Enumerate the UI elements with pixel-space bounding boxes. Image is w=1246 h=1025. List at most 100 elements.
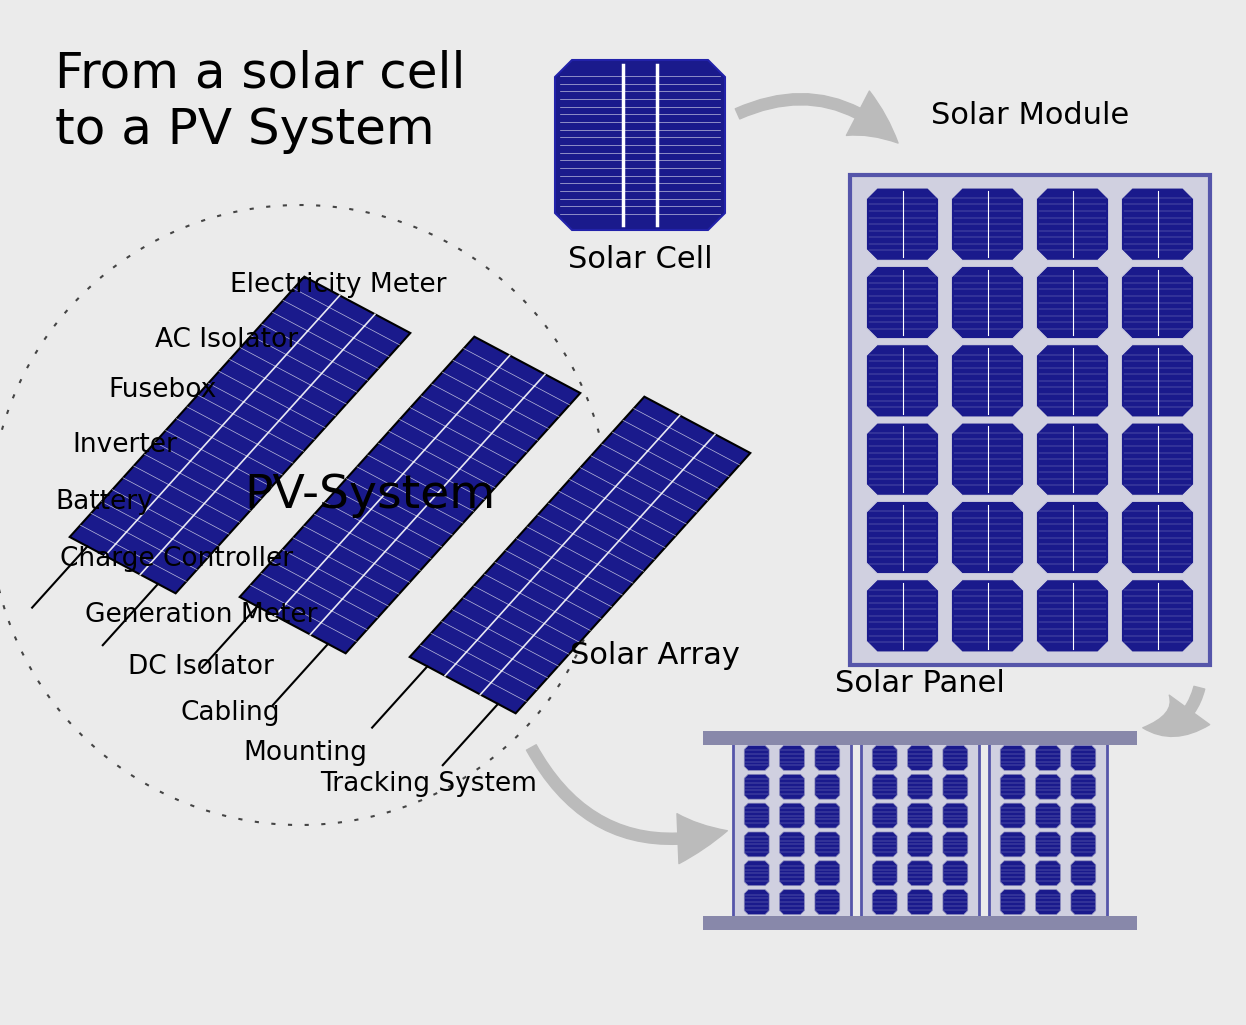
Polygon shape <box>1001 774 1025 800</box>
Polygon shape <box>907 890 932 914</box>
Polygon shape <box>1035 861 1060 886</box>
Polygon shape <box>907 774 932 800</box>
Polygon shape <box>1037 423 1109 495</box>
Polygon shape <box>872 774 897 800</box>
Polygon shape <box>872 745 897 771</box>
Polygon shape <box>780 774 805 800</box>
Polygon shape <box>744 890 769 914</box>
Polygon shape <box>780 745 805 771</box>
Polygon shape <box>410 397 750 713</box>
Text: AC Isolator: AC Isolator <box>155 327 298 353</box>
Text: Solar Panel: Solar Panel <box>835 668 1006 697</box>
Polygon shape <box>907 861 932 886</box>
Polygon shape <box>1037 344 1109 417</box>
Polygon shape <box>1121 188 1194 260</box>
Polygon shape <box>1037 580 1109 652</box>
Text: Fusebox: Fusebox <box>108 377 217 403</box>
Text: Generation Meter: Generation Meter <box>85 602 318 628</box>
Polygon shape <box>815 774 840 800</box>
Polygon shape <box>1001 745 1025 771</box>
Polygon shape <box>1070 745 1095 771</box>
Polygon shape <box>1035 890 1060 914</box>
Polygon shape <box>952 188 1024 260</box>
Polygon shape <box>1121 501 1194 574</box>
Polygon shape <box>1001 890 1025 914</box>
Bar <box>733 738 851 922</box>
Text: Solar Cell: Solar Cell <box>568 245 713 274</box>
Polygon shape <box>943 745 968 771</box>
Polygon shape <box>866 501 938 574</box>
Text: Charge Controller: Charge Controller <box>60 546 293 572</box>
Polygon shape <box>866 188 938 260</box>
FancyArrowPatch shape <box>1143 687 1210 736</box>
Polygon shape <box>952 580 1024 652</box>
Polygon shape <box>744 861 769 886</box>
Text: Electricity Meter: Electricity Meter <box>231 272 446 298</box>
Polygon shape <box>1035 804 1060 828</box>
Polygon shape <box>952 501 1024 574</box>
Text: Solar Array: Solar Array <box>569 641 740 669</box>
Polygon shape <box>1037 501 1109 574</box>
Polygon shape <box>943 890 968 914</box>
Polygon shape <box>780 861 805 886</box>
Text: Inverter: Inverter <box>72 432 177 458</box>
Polygon shape <box>744 832 769 857</box>
Bar <box>861 738 979 922</box>
Polygon shape <box>952 344 1024 417</box>
Text: PV-System: PV-System <box>244 473 496 518</box>
Polygon shape <box>1035 745 1060 771</box>
Polygon shape <box>1037 266 1109 338</box>
Bar <box>989 738 1106 922</box>
Polygon shape <box>952 266 1024 338</box>
Polygon shape <box>1035 774 1060 800</box>
Polygon shape <box>943 861 968 886</box>
Bar <box>703 915 1138 930</box>
Polygon shape <box>780 890 805 914</box>
Text: DC Isolator: DC Isolator <box>128 654 274 680</box>
Text: Battery: Battery <box>55 489 153 515</box>
Polygon shape <box>1121 266 1194 338</box>
Polygon shape <box>1070 861 1095 886</box>
Text: From a solar cell
to a PV System: From a solar cell to a PV System <box>55 50 466 154</box>
Polygon shape <box>866 580 938 652</box>
Polygon shape <box>943 774 968 800</box>
Polygon shape <box>554 60 725 230</box>
Polygon shape <box>1070 832 1095 857</box>
Polygon shape <box>780 832 805 857</box>
Text: Tracking System: Tracking System <box>320 771 537 797</box>
Polygon shape <box>1001 804 1025 828</box>
Polygon shape <box>1121 580 1194 652</box>
Polygon shape <box>1121 423 1194 495</box>
Polygon shape <box>872 804 897 828</box>
Text: Cabling: Cabling <box>179 700 279 726</box>
Polygon shape <box>1001 861 1025 886</box>
Polygon shape <box>907 832 932 857</box>
Polygon shape <box>943 804 968 828</box>
Polygon shape <box>952 423 1024 495</box>
Polygon shape <box>1001 832 1025 857</box>
Polygon shape <box>866 266 938 338</box>
Polygon shape <box>815 745 840 771</box>
Polygon shape <box>1070 774 1095 800</box>
Polygon shape <box>1037 188 1109 260</box>
Polygon shape <box>815 804 840 828</box>
Polygon shape <box>744 745 769 771</box>
Polygon shape <box>872 832 897 857</box>
Polygon shape <box>815 861 840 886</box>
FancyArrowPatch shape <box>735 91 898 144</box>
Polygon shape <box>866 423 938 495</box>
FancyArrowPatch shape <box>527 745 728 864</box>
Polygon shape <box>1070 890 1095 914</box>
Text: Solar Module: Solar Module <box>931 101 1129 130</box>
Polygon shape <box>744 804 769 828</box>
Polygon shape <box>815 890 840 914</box>
Polygon shape <box>907 804 932 828</box>
Polygon shape <box>1035 832 1060 857</box>
Polygon shape <box>815 832 840 857</box>
Polygon shape <box>780 804 805 828</box>
Polygon shape <box>943 832 968 857</box>
Bar <box>850 175 1210 665</box>
Bar <box>703 731 1138 744</box>
Polygon shape <box>872 861 897 886</box>
Polygon shape <box>866 344 938 417</box>
